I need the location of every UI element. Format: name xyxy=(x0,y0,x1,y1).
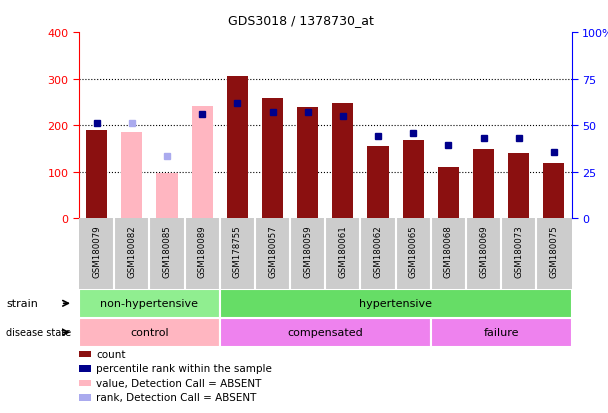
Text: rank, Detection Call = ABSENT: rank, Detection Call = ABSENT xyxy=(96,392,257,403)
Text: value, Detection Call = ABSENT: value, Detection Call = ABSENT xyxy=(96,378,261,388)
Bar xyxy=(544,164,564,219)
Title: GDS3018 / 1378730_at: GDS3018 / 1378730_at xyxy=(228,14,373,27)
Bar xyxy=(156,173,178,219)
Text: percentile rank within the sample: percentile rank within the sample xyxy=(96,363,272,374)
Text: hypertensive: hypertensive xyxy=(359,299,432,309)
Text: compensated: compensated xyxy=(288,328,363,337)
Bar xyxy=(192,107,213,219)
Text: GSM180065: GSM180065 xyxy=(409,225,418,277)
Bar xyxy=(297,107,318,219)
Bar xyxy=(79,289,219,318)
Bar xyxy=(227,77,248,219)
Text: GSM180069: GSM180069 xyxy=(479,225,488,277)
Bar xyxy=(438,168,459,219)
Bar xyxy=(262,99,283,219)
Text: control: control xyxy=(130,328,168,337)
Text: GSM180059: GSM180059 xyxy=(303,225,312,277)
Text: GSM180073: GSM180073 xyxy=(514,225,523,277)
Text: count: count xyxy=(96,349,126,359)
Text: GSM180062: GSM180062 xyxy=(373,225,382,277)
Bar xyxy=(79,318,219,347)
Bar xyxy=(431,318,572,347)
Text: GSM180061: GSM180061 xyxy=(339,225,347,277)
Bar xyxy=(79,351,91,358)
Bar xyxy=(121,133,142,219)
Text: non-hypertensive: non-hypertensive xyxy=(100,299,198,309)
Text: GSM180079: GSM180079 xyxy=(92,225,101,277)
Text: strain: strain xyxy=(6,299,38,309)
Bar xyxy=(367,147,389,219)
Text: GSM180085: GSM180085 xyxy=(162,225,171,277)
Text: GSM180075: GSM180075 xyxy=(550,225,558,277)
Bar xyxy=(333,104,353,219)
Bar xyxy=(79,394,91,401)
Text: GSM180068: GSM180068 xyxy=(444,225,453,277)
Text: GSM180089: GSM180089 xyxy=(198,225,207,277)
Bar xyxy=(473,150,494,219)
Bar xyxy=(79,380,91,387)
Text: failure: failure xyxy=(483,328,519,337)
Bar xyxy=(219,289,572,318)
Bar xyxy=(79,365,91,372)
Text: GSM178755: GSM178755 xyxy=(233,225,242,277)
Bar xyxy=(402,141,424,219)
Text: GSM180082: GSM180082 xyxy=(127,225,136,277)
Bar xyxy=(219,318,431,347)
Text: disease state: disease state xyxy=(6,328,71,337)
Bar xyxy=(508,154,530,219)
Bar xyxy=(86,131,107,219)
Text: GSM180057: GSM180057 xyxy=(268,225,277,277)
